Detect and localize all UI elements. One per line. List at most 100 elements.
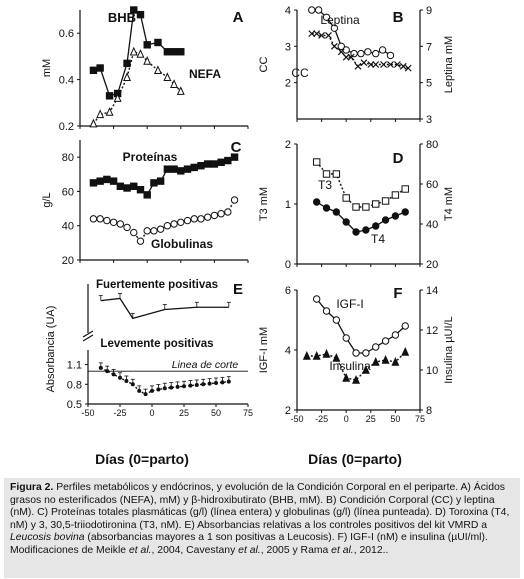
data-point bbox=[330, 24, 339, 32]
data-point bbox=[129, 46, 138, 56]
data-point bbox=[308, 30, 316, 38]
caption-segment: , 2004, Cavestany bbox=[151, 544, 239, 556]
data-point bbox=[217, 158, 225, 166]
data-point bbox=[124, 379, 129, 383]
y-tick-label-right: 80 bbox=[426, 139, 438, 151]
series-label: T4 bbox=[371, 232, 385, 246]
x-tick-label: -25 bbox=[315, 414, 328, 424]
data-point bbox=[372, 200, 380, 208]
data-point bbox=[89, 66, 98, 75]
data-point bbox=[116, 182, 125, 190]
data-point bbox=[226, 379, 231, 384]
y-axis-label: g/L bbox=[41, 192, 53, 207]
data-point bbox=[381, 337, 390, 345]
data-point bbox=[113, 93, 122, 102]
data-point bbox=[312, 350, 321, 360]
y-tick-label: 80 bbox=[62, 152, 74, 164]
panel-b: 2 3 4 CC 3 5 7 9 Leptina mM Leptina CC B bbox=[258, 5, 455, 126]
y-tick-label-right: 14 bbox=[426, 285, 438, 297]
data-point bbox=[337, 42, 345, 51]
data-point bbox=[312, 295, 321, 303]
data-point bbox=[190, 215, 198, 223]
data-point bbox=[220, 380, 225, 385]
axis-break-mark bbox=[82, 330, 94, 342]
data-point bbox=[203, 213, 212, 221]
data-point bbox=[98, 365, 103, 370]
data-point bbox=[362, 226, 370, 234]
y-tick-label: 0.8 bbox=[67, 379, 82, 391]
data-point bbox=[325, 32, 332, 39]
y-tick-label: 3 bbox=[285, 41, 291, 53]
data-point bbox=[391, 331, 400, 339]
data-point bbox=[143, 392, 148, 397]
data-point bbox=[342, 46, 350, 54]
data-point bbox=[361, 364, 370, 374]
caption-segment: , 2005 y Rama bbox=[260, 544, 332, 556]
data-point bbox=[182, 384, 186, 389]
data-point bbox=[342, 53, 350, 61]
y-tick-label: 20 bbox=[62, 255, 74, 267]
data-point bbox=[177, 167, 185, 175]
data-point bbox=[183, 165, 192, 173]
data-point bbox=[150, 388, 154, 393]
data-point bbox=[322, 307, 331, 315]
data-point bbox=[177, 48, 185, 56]
data-point bbox=[230, 196, 239, 204]
data-point bbox=[197, 162, 205, 170]
data-point bbox=[372, 222, 380, 230]
data-point bbox=[176, 86, 185, 95]
caption-label: Figura 2. bbox=[10, 482, 54, 493]
y-axis-label: mM bbox=[41, 59, 53, 77]
y-axis-label-right: Leptina mM bbox=[443, 36, 455, 93]
caption-segment: et al. bbox=[331, 544, 354, 556]
data-point bbox=[89, 215, 98, 223]
data-point bbox=[130, 6, 138, 14]
panel-c: 20 40 60 80 g/L Proteínas Globulinas C bbox=[41, 139, 249, 267]
data-point bbox=[404, 64, 412, 72]
data-point bbox=[372, 61, 380, 68]
data-point bbox=[380, 61, 388, 68]
data-point bbox=[210, 211, 219, 220]
y-tick-label: 0 bbox=[285, 259, 291, 271]
series-line-0 bbox=[316, 298, 406, 354]
x-tick-label: 0 bbox=[344, 414, 349, 424]
data-point bbox=[111, 372, 116, 377]
data-point bbox=[352, 203, 360, 211]
data-point bbox=[342, 372, 351, 382]
data-point bbox=[188, 383, 193, 388]
figure-caption: Figura 2. Perfiles metabólicos y endócri… bbox=[4, 478, 520, 578]
series-label: Globulinas bbox=[151, 237, 213, 251]
y-axis-label: IGF-I mM bbox=[258, 327, 270, 373]
series-label: Fuertemente positivas bbox=[96, 279, 218, 291]
series-label: Levemente positivas bbox=[100, 338, 213, 350]
y-tick-label: 4 bbox=[285, 345, 291, 357]
data-point bbox=[371, 356, 380, 366]
panel-e: 0.5 0.8 1.1 Absorbancia (UA) -50 -25 0 25 50 75 Fu… bbox=[45, 279, 253, 418]
y-tick-label-right: 9 bbox=[426, 5, 432, 17]
data-point bbox=[105, 92, 114, 100]
data-point bbox=[302, 350, 311, 360]
data-point bbox=[163, 165, 172, 173]
data-point bbox=[230, 153, 239, 161]
y-axis-label: T3 mM bbox=[258, 187, 270, 221]
data-point bbox=[116, 220, 125, 228]
x-tick-label: 75 bbox=[243, 408, 253, 418]
data-point bbox=[143, 227, 151, 235]
data-point bbox=[312, 158, 321, 166]
x-tick-label: 75 bbox=[415, 414, 425, 424]
y-tick-label: 2 bbox=[285, 139, 291, 151]
caption-segment: et al. bbox=[238, 544, 261, 556]
data-point bbox=[330, 42, 338, 50]
data-point bbox=[318, 32, 326, 39]
series-line-0 bbox=[100, 297, 229, 320]
data-point bbox=[153, 65, 162, 75]
data-point bbox=[136, 10, 145, 19]
data-point bbox=[347, 53, 355, 61]
panel-letter: E bbox=[233, 281, 243, 298]
y-tick-label: 2 bbox=[285, 78, 291, 90]
data-point bbox=[170, 165, 178, 173]
data-point bbox=[130, 182, 138, 190]
data-point bbox=[342, 194, 350, 202]
caption-segment: Leucosis bovina bbox=[10, 532, 85, 544]
data-point bbox=[201, 382, 206, 387]
